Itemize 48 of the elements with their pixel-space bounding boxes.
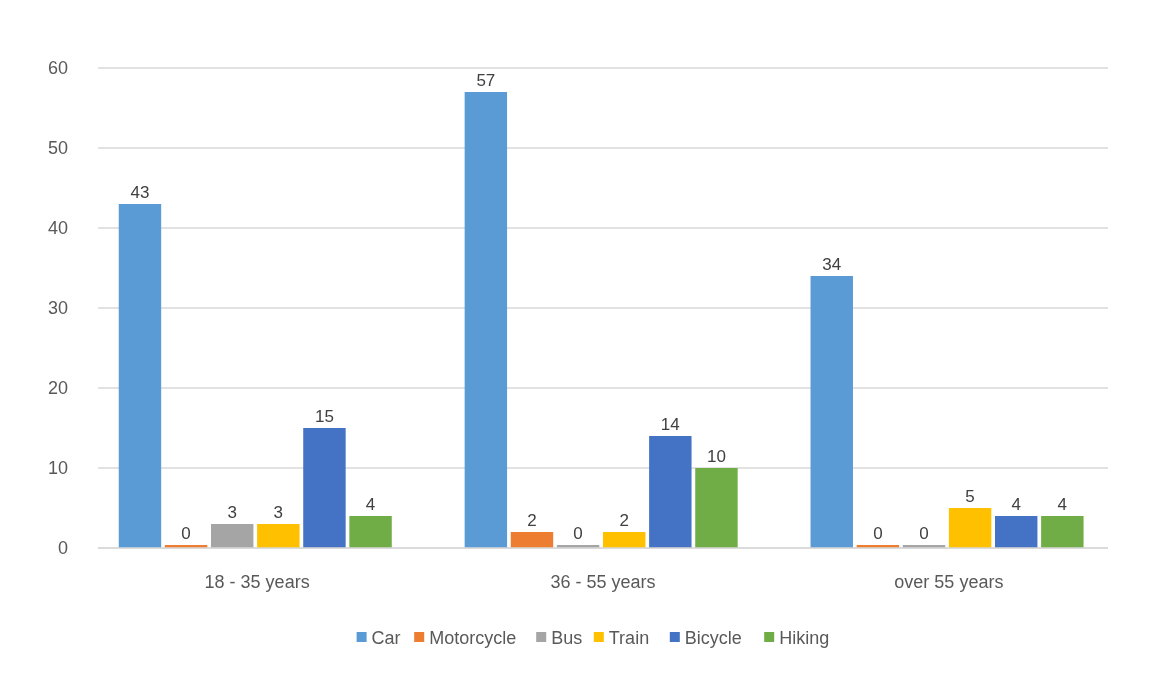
data-label: 14 bbox=[660, 415, 680, 434]
legend-label: Train bbox=[608, 628, 650, 649]
x-tick-label: 18 - 35 years bbox=[204, 572, 310, 592]
bar bbox=[257, 524, 300, 548]
y-tick-label: 60 bbox=[47, 58, 68, 79]
data-label: 15 bbox=[314, 407, 334, 426]
y-tick-label: 50 bbox=[47, 138, 68, 159]
bar bbox=[1041, 516, 1084, 548]
legend-label: Motorcycle bbox=[429, 628, 517, 649]
data-label: 3 bbox=[273, 503, 284, 522]
data-label: 43 bbox=[130, 183, 150, 202]
bar bbox=[810, 276, 853, 548]
data-label: 4 bbox=[365, 495, 376, 514]
y-tick-label: 40 bbox=[47, 218, 68, 239]
bar bbox=[995, 516, 1038, 548]
bar bbox=[349, 516, 392, 548]
data-label: 34 bbox=[822, 255, 842, 274]
bar bbox=[649, 436, 692, 548]
data-label: 3 bbox=[227, 503, 237, 522]
data-label: 0 bbox=[919, 524, 929, 543]
y-tick-label: 30 bbox=[47, 298, 68, 319]
bar bbox=[118, 204, 162, 548]
bar bbox=[603, 532, 646, 548]
legend-label: Hiking bbox=[779, 628, 830, 649]
legend-label: Bicycle bbox=[684, 628, 742, 649]
x-tick-label: over 55 years bbox=[894, 572, 1004, 592]
bar bbox=[510, 532, 554, 548]
bar bbox=[210, 524, 254, 548]
legend-label: Bus bbox=[551, 628, 583, 649]
data-label: 2 bbox=[527, 511, 537, 530]
y-tick-label: 0 bbox=[57, 538, 68, 559]
data-label: 4 bbox=[1057, 495, 1068, 514]
y-tick-label: 10 bbox=[47, 458, 68, 479]
y-tick-label: 20 bbox=[47, 378, 68, 399]
data-label: 4 bbox=[1011, 495, 1021, 514]
data-label: 10 bbox=[706, 447, 726, 466]
data-label: 0 bbox=[873, 524, 883, 543]
data-label: 5 bbox=[965, 487, 975, 506]
data-label: 2 bbox=[619, 511, 629, 530]
x-tick-label: 36 - 55 years bbox=[550, 572, 656, 592]
bar bbox=[464, 92, 508, 548]
data-label: 57 bbox=[476, 71, 496, 90]
bar bbox=[695, 468, 738, 548]
data-label: 0 bbox=[181, 524, 191, 543]
data-label: 0 bbox=[573, 524, 583, 543]
bar bbox=[303, 428, 346, 548]
bar bbox=[948, 508, 992, 548]
legend-label: Car bbox=[371, 628, 401, 649]
